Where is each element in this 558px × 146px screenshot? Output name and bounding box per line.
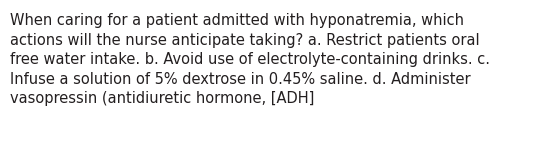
Text: When caring for a patient admitted with hyponatremia, which
actions will the nur: When caring for a patient admitted with … (10, 13, 490, 106)
